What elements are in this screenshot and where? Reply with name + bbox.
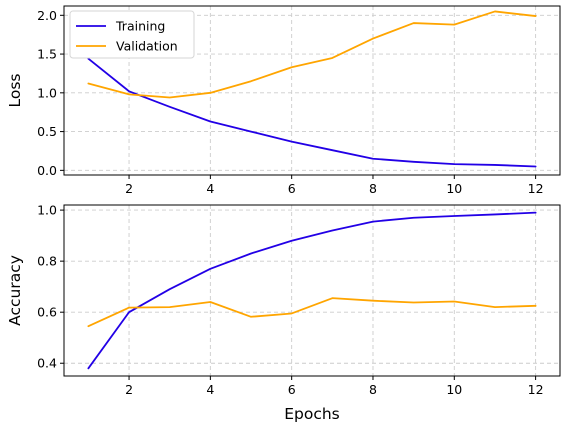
- y-tick-label: 2.0: [37, 8, 57, 23]
- legend-label-validation: Validation: [116, 39, 178, 54]
- axes-frame: [63, 204, 561, 377]
- loss-plot: 2 4 6 8 10 12 0.0 0.5 1.0 1.5 2.0 Loss Training Valid…: [6, 5, 561, 196]
- x-tick-label: 2: [125, 382, 133, 397]
- y-tick-label: 0.5: [37, 124, 57, 139]
- x-tick-label: 8: [369, 181, 377, 196]
- x-tick-label: 8: [369, 382, 377, 397]
- legend-label-training: Training: [115, 19, 165, 34]
- series-line-validation: [87, 297, 537, 328]
- x-tick-label: 12: [528, 382, 544, 397]
- y-axis-title: Accuracy: [6, 255, 24, 326]
- x-tick-label: 2: [125, 181, 133, 196]
- y-axis-title: Loss: [6, 74, 24, 108]
- series-line-validation: [87, 10, 537, 99]
- x-tick-label: 6: [288, 382, 296, 397]
- axes-frame: [63, 5, 561, 176]
- series-line-training: [87, 211, 537, 370]
- y-tick-label: 1.0: [37, 85, 57, 100]
- x-tick-label: 10: [446, 181, 462, 196]
- x-tick-label: 12: [528, 181, 544, 196]
- accuracy-plot: 2 4 6 8 10 12 0.4 0.6 0.8 1.0 Accuracy Epochs: [6, 203, 561, 423]
- y-tick-label: 0.8: [37, 254, 57, 269]
- x-tick-label: 4: [206, 382, 214, 397]
- y-tick-label: 1.5: [37, 47, 57, 62]
- x-tick-label: 10: [446, 382, 462, 397]
- x-axis-title: Epochs: [284, 405, 340, 423]
- y-tick-label: 0.6: [37, 305, 57, 320]
- x-tick-label: 6: [288, 181, 296, 196]
- legend: Training Validation: [69, 10, 195, 59]
- x-tick-label: 4: [206, 181, 214, 196]
- y-tick-label: 1.0: [37, 203, 57, 218]
- y-tick-label: 0.4: [37, 356, 57, 371]
- y-tick-label: 0.0: [37, 163, 57, 178]
- series-line-training: [87, 57, 537, 168]
